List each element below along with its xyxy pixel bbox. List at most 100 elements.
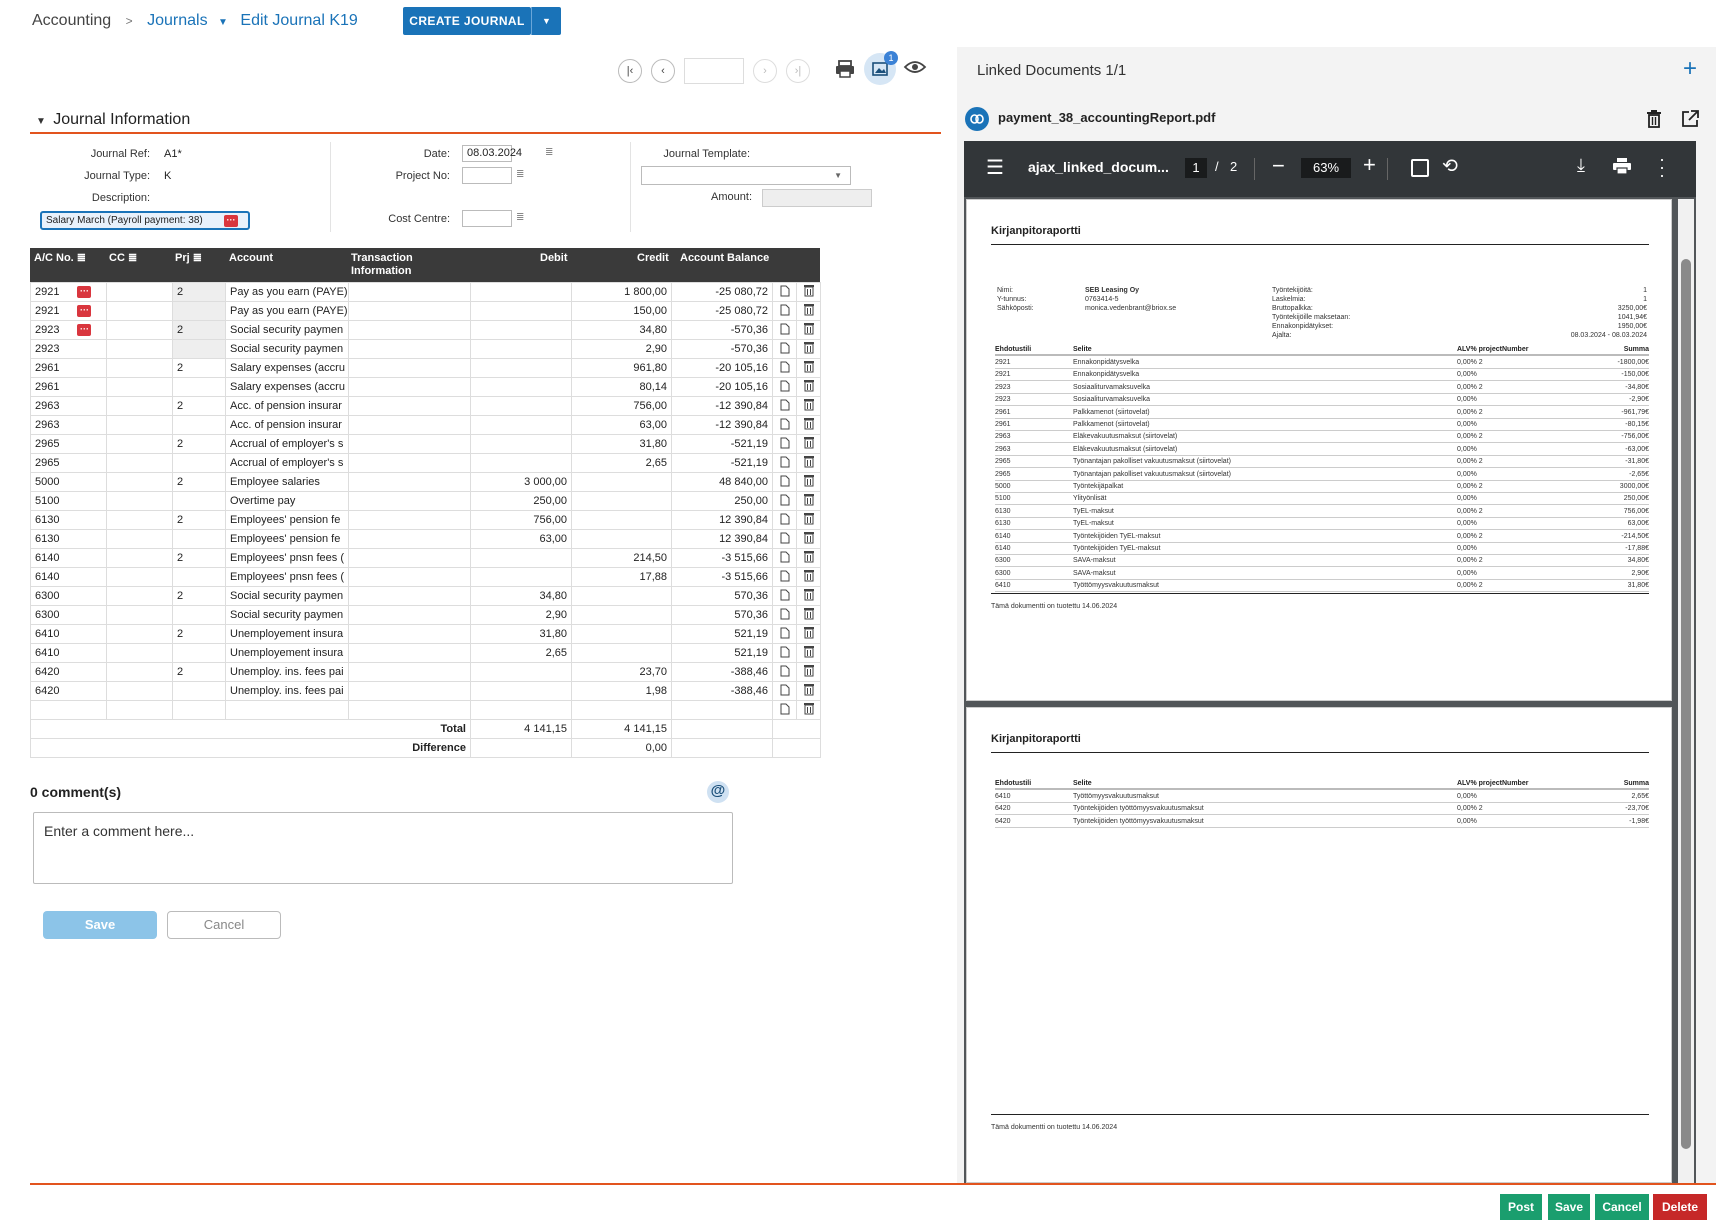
chevron-down-icon[interactable]: ▼ [218,17,228,28]
transaction-cell[interactable] [348,529,471,549]
trash-icon[interactable] [796,282,821,302]
cc-cell[interactable] [106,472,173,492]
table-row[interactable]: 2963 2 Acc. of pension insurar 756,00 -12 39… [30,396,821,416]
trash-icon[interactable] [796,529,821,549]
debit-cell[interactable] [470,415,572,435]
cc-cell[interactable] [106,491,173,511]
credit-cell[interactable]: 2,65 [571,453,672,473]
trash-icon[interactable] [796,320,821,340]
debit-cell[interactable] [470,548,572,568]
header-prj[interactable]: Prj ≣ [175,252,202,264]
transaction-cell[interactable] [348,662,471,682]
cc-cell[interactable] [106,586,173,606]
trash-icon[interactable] [796,377,821,397]
credit-cell[interactable]: 17,88 [571,567,672,587]
cc-cell[interactable] [106,624,173,644]
cc-cell[interactable] [106,662,173,682]
prj-cell[interactable] [172,339,226,359]
ac-no-cell[interactable]: 2961 [30,358,107,378]
debit-cell[interactable] [470,282,572,302]
empty-cell[interactable] [671,700,773,720]
trash-icon[interactable] [796,548,821,568]
credit-cell[interactable] [571,643,672,663]
cc-cell[interactable] [106,339,173,359]
ac-no-cell[interactable]: 6410 [30,624,107,644]
trash-icon[interactable] [796,453,821,473]
pdf-scrollbar-thumb[interactable] [1681,259,1691,1149]
journal-template-select[interactable]: ▼ [641,166,851,185]
table-row[interactable]: 5100 Overtime pay 250,00 250,00 [30,491,821,511]
transaction-cell[interactable] [348,681,471,701]
prj-cell[interactable] [172,301,226,321]
ac-no-cell[interactable]: 2923 [30,339,107,359]
table-row[interactable]: 2923 ··· 2 Social security paymen 34,80 -570,… [30,320,821,340]
transaction-cell[interactable] [348,282,471,302]
ac-no-cell[interactable]: 6130 [30,529,107,549]
trash-icon[interactable] [796,472,821,492]
eye-icon[interactable] [903,59,927,75]
ac-no-cell[interactable]: 6420 [30,681,107,701]
prj-cell[interactable]: 2 [172,662,226,682]
debit-cell[interactable] [470,396,572,416]
table-row[interactable]: 2961 Salary expenses (accru 80,14 -20 105,1… [30,377,821,397]
debit-cell[interactable]: 63,00 [470,529,572,549]
comment-input[interactable]: Enter a comment here... [33,812,733,884]
document-icon[interactable] [772,529,797,549]
comment-save-button[interactable]: Save [43,911,157,939]
empty-cell[interactable] [106,700,173,720]
transaction-cell[interactable] [348,643,471,663]
transaction-cell[interactable] [348,548,471,568]
trash-icon[interactable] [796,415,821,435]
zoom-in-icon[interactable]: + [1363,152,1376,177]
credit-cell[interactable]: 2,90 [571,339,672,359]
empty-cell[interactable] [30,700,107,720]
linked-filename[interactable]: payment_38_accountingReport.pdf [998,110,1216,125]
table-row[interactable]: 2963 Acc. of pension insurar 63,00 -12 390,… [30,415,821,435]
comment-cancel-button[interactable]: Cancel [167,911,281,939]
delete-button[interactable]: Delete [1653,1194,1707,1220]
credit-cell[interactable] [571,586,672,606]
cc-cell[interactable] [106,605,173,625]
prj-cell[interactable]: 2 [172,396,226,416]
more-icon[interactable]: ··· [77,286,92,299]
ac-no-cell[interactable]: 6140 [30,567,107,587]
credit-cell[interactable] [571,491,672,511]
debit-cell[interactable] [470,358,572,378]
document-icon[interactable] [772,605,797,625]
document-icon[interactable] [772,320,797,340]
credit-cell[interactable]: 961,80 [571,358,672,378]
table-row[interactable]: 5000 2 Employee salaries 3 000,00 48 840,00 [30,472,821,492]
transaction-cell[interactable] [348,320,471,340]
prj-cell[interactable] [172,567,226,587]
ac-no-cell[interactable]: 5000 [30,472,107,492]
pdf-print-icon[interactable] [1612,157,1632,175]
first-record-button[interactable]: |‹ [618,59,642,83]
create-journal-button[interactable]: CREATE JOURNAL [403,7,531,35]
trash-icon[interactable] [796,301,821,321]
empty-cell[interactable] [348,700,471,720]
header-cc[interactable]: CC ≣ [109,252,138,264]
transaction-cell[interactable] [348,434,471,454]
debit-cell[interactable]: 756,00 [470,510,572,530]
menu-icon[interactable]: ☰ [986,157,1004,179]
debit-cell[interactable] [470,453,572,473]
cc-cell[interactable] [106,643,173,663]
debit-cell[interactable] [470,320,572,340]
ac-no-cell[interactable]: 5100 [30,491,107,511]
prj-cell[interactable] [172,453,226,473]
trash-icon[interactable] [796,434,821,454]
empty-cell[interactable] [172,700,226,720]
cc-cell[interactable] [106,548,173,568]
debit-cell[interactable] [470,434,572,454]
project-list-icon[interactable]: ≣ [516,169,525,180]
trash-icon[interactable] [796,339,821,359]
ac-no-cell[interactable]: 6130 [30,510,107,530]
document-icon[interactable] [772,567,797,587]
transaction-cell[interactable] [348,510,471,530]
document-icon[interactable] [772,301,797,321]
credit-cell[interactable]: 214,50 [571,548,672,568]
credit-cell[interactable]: 34,80 [571,320,672,340]
table-row-empty[interactable] [30,700,821,720]
credit-cell[interactable]: 23,70 [571,662,672,682]
cc-cell[interactable] [106,510,173,530]
